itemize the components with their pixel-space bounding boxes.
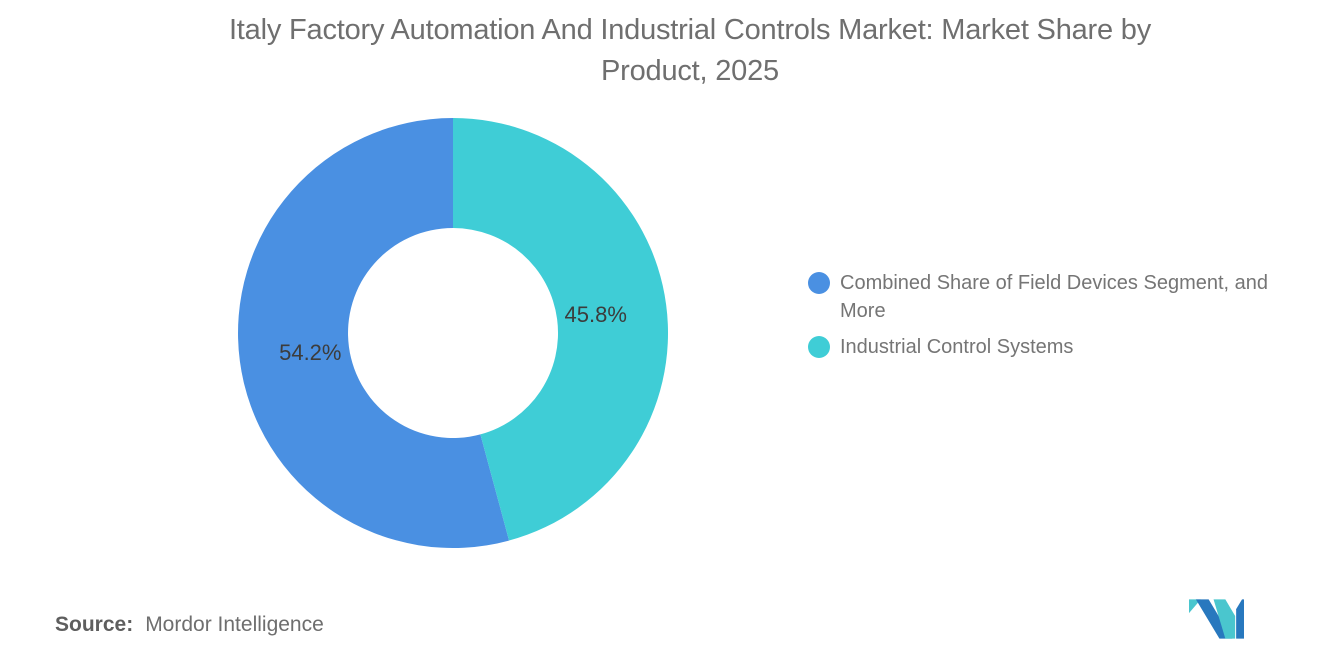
source-label: Source: xyxy=(55,613,134,636)
chart-title-line2: Product, 2025 xyxy=(601,55,779,87)
source-value: Mordor Intelligence xyxy=(145,613,324,636)
mordor-intelligence-logo xyxy=(1189,599,1244,639)
source-row: Source: Mordor Intelligence xyxy=(55,613,324,637)
logo-teal-triangle xyxy=(1189,599,1201,614)
slice-label: 45.8% xyxy=(565,302,627,327)
logo-teal-diagonal xyxy=(1213,599,1236,639)
legend-item-label: Industrial Control Systems xyxy=(840,336,1074,358)
legend-item-industrial-control-systems[interactable]: Industrial Control Systems xyxy=(808,333,1290,361)
donut-slice-0[interactable] xyxy=(238,118,510,548)
chart-legend: Combined Share of Field Devices Segment,… xyxy=(808,269,1290,361)
legend-item-field-devices[interactable]: Combined Share of Field Devices Segment,… xyxy=(808,269,1290,325)
slice-label: 54.2% xyxy=(279,340,341,365)
donut-slice-1[interactable] xyxy=(453,118,669,541)
logo-blue-bar xyxy=(1236,599,1244,639)
legend-item-label: Combined Share of Field Devices Segment,… xyxy=(840,272,1269,322)
legend-marker-icon xyxy=(808,272,830,294)
chart-title-line1: Italy Factory Automation And Industrial … xyxy=(228,14,1152,46)
legend-marker-icon xyxy=(808,336,830,358)
chart-title: Italy Factory Automation And Industrial … xyxy=(145,10,1235,92)
